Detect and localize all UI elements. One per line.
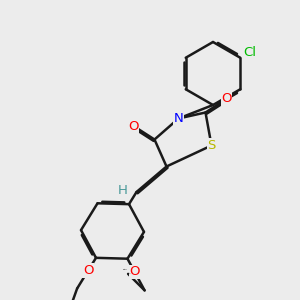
Text: ethyl: ethyl — [128, 273, 132, 274]
Text: O: O — [129, 266, 140, 278]
Text: H: H — [118, 184, 128, 197]
Text: O: O — [83, 264, 93, 277]
Text: N: N — [174, 112, 183, 125]
Text: ethoxy: ethoxy — [123, 269, 128, 270]
Text: Cl: Cl — [243, 46, 256, 59]
Text: O: O — [128, 119, 139, 133]
Text: S: S — [207, 139, 216, 152]
Text: O: O — [221, 92, 232, 106]
